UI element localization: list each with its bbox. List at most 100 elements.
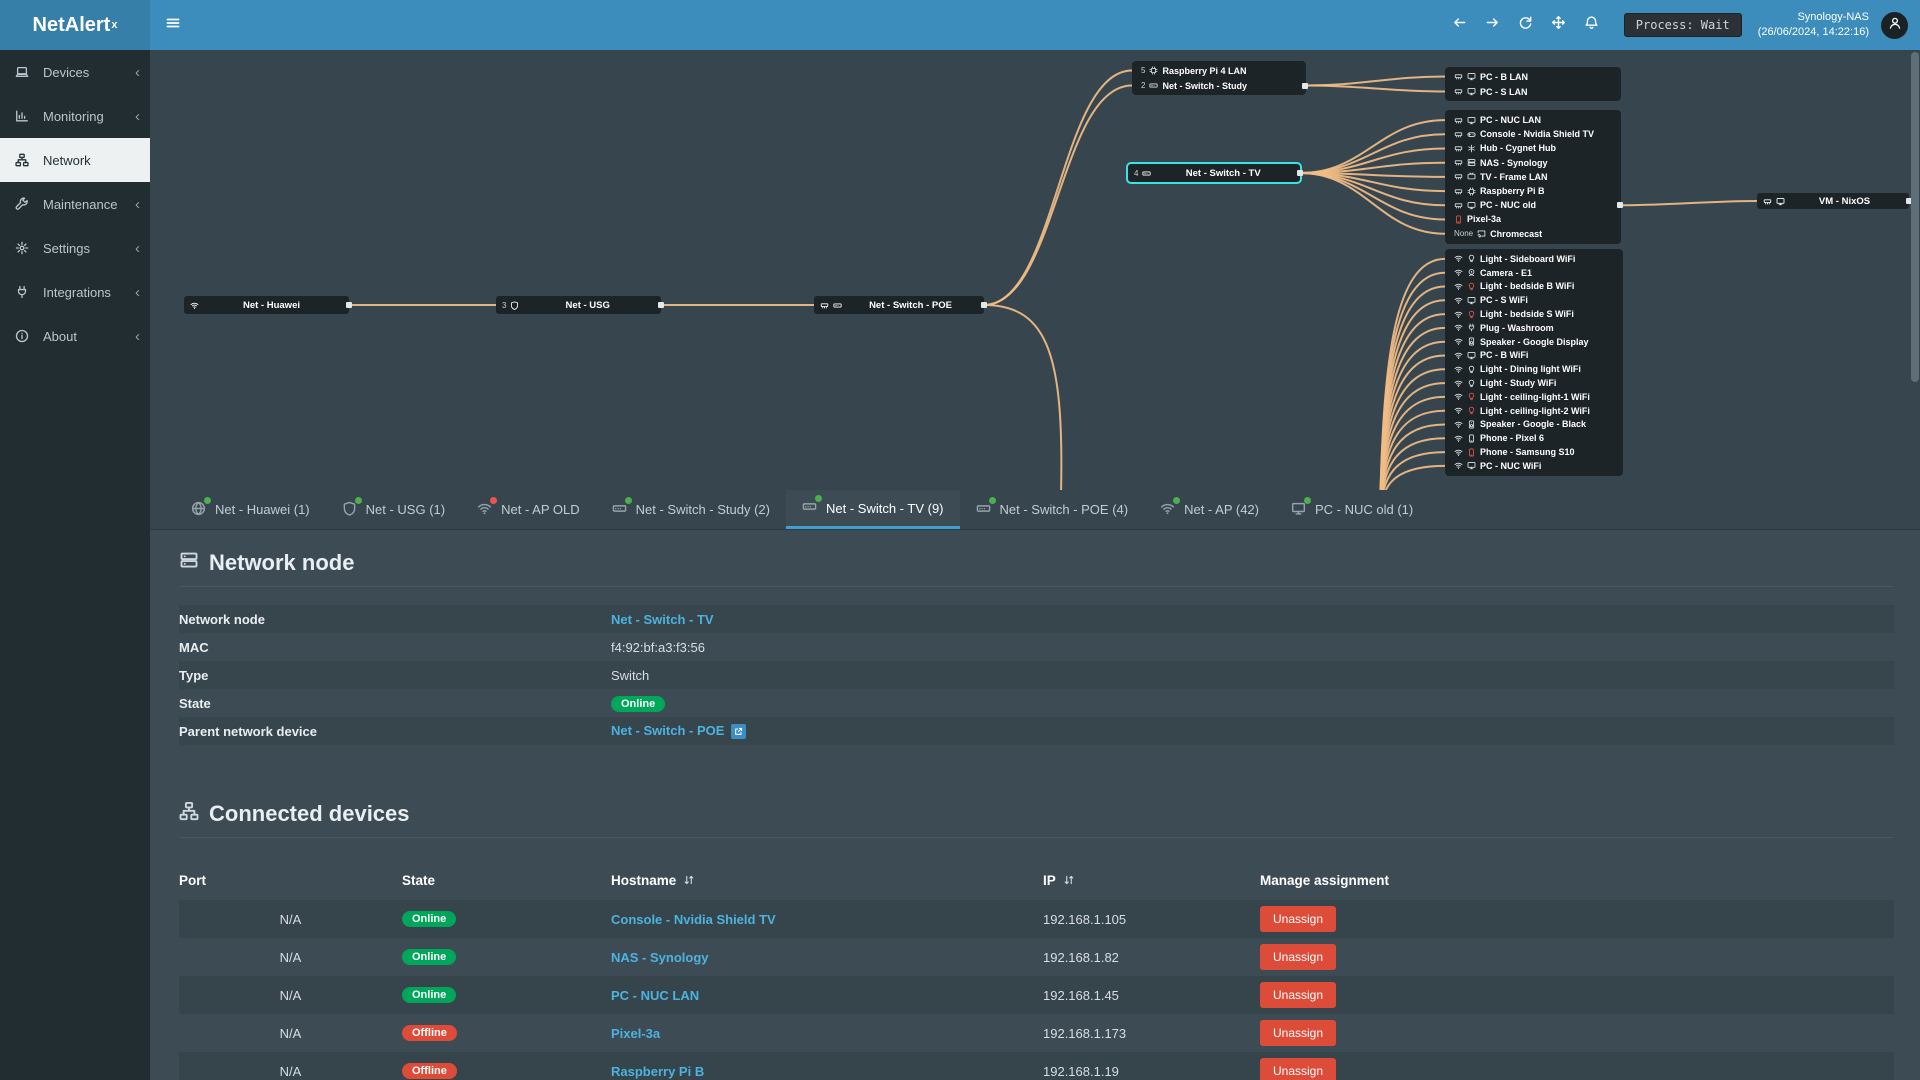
user-icon (1888, 16, 1902, 35)
unassign-button[interactable]: Unassign (1260, 982, 1337, 1008)
sidebar-item-label: About (43, 328, 77, 344)
topology-device-console-nvidia-shield-tv[interactable]: Console - Nvidia Shield TV (1450, 127, 1616, 141)
page-scrollbar[interactable] (1911, 52, 1919, 1078)
topology-device-light-bedside-s-wifi[interactable]: Light - bedside S WiFi (1450, 307, 1618, 321)
topology-node-usg[interactable]: 3 Net - USG (496, 296, 664, 314)
topology-device-light-sideboard-wifi[interactable]: Light - Sideboard WiFi (1450, 252, 1618, 266)
topology-device-net-switch-study[interactable]: 2 Net - Switch - Study (1137, 78, 1308, 93)
topology-node-poe[interactable]: Net - Switch - POE (814, 296, 987, 314)
sort-icon[interactable] (683, 874, 695, 886)
topology-device-plug-washroom[interactable]: Plug - Washroom (1450, 321, 1618, 335)
topology-device-camera-e1[interactable]: Camera - E1 (1450, 266, 1618, 280)
sidebar-item-maintenance[interactable]: Maintenance ‹ (0, 182, 150, 226)
topology-node-vm[interactable]: VM - NixOS (1757, 193, 1912, 209)
topology-device-light-bedside-b-wifi[interactable]: Light - bedside B WiFi (1450, 280, 1618, 294)
topology-device-light-ceiling-light-1-wifi[interactable]: Light - ceiling-light-1 WiFi (1450, 390, 1618, 404)
topology-device-raspberry-pi-4-lan[interactable]: 5 Raspberry Pi 4 LAN (1137, 63, 1301, 78)
topology-device-phone-pixel-6[interactable]: Phone - Pixel 6 (1450, 431, 1618, 445)
field-label: State (179, 695, 211, 711)
node-label: Light - ceiling-light-2 WiFi (1480, 405, 1590, 416)
refresh-button[interactable] (1509, 0, 1542, 50)
device-hostname-link[interactable]: Raspberry Pi B (611, 1063, 705, 1079)
topology-device-raspberry-pi-b[interactable]: Raspberry Pi B (1450, 184, 1616, 198)
tab-net-switch-tv-9[interactable]: Net - Switch - TV (9) (786, 490, 960, 529)
globe-icon (191, 501, 206, 519)
wifi-icon (1454, 268, 1463, 277)
port-dot (1297, 170, 1303, 176)
sidebar-item-devices[interactable]: Devices ‹ (0, 50, 150, 94)
topology-device-speaker-google-black[interactable]: Speaker - Google - Black (1450, 418, 1618, 432)
status-dot-red (490, 496, 498, 504)
device-hostname-link[interactable]: PC - NUC LAN (611, 987, 700, 1003)
topology-device-light-dining-light-wifi[interactable]: Light - Dining light WiFi (1450, 362, 1618, 376)
column-header-hostname[interactable]: Hostname (611, 873, 1043, 888)
topology-device-pc-nuc-lan[interactable]: PC - NUC LAN (1450, 113, 1616, 127)
topology-device-tv-frame-lan[interactable]: TV - Frame LAN (1450, 170, 1616, 184)
node-label: Net - Huawei (242, 299, 300, 311)
sort-icon[interactable] (1063, 874, 1075, 886)
sidebar-item-settings[interactable]: Settings ‹ (0, 226, 150, 270)
topology-node-tv[interactable]: 4 Net - Switch - TV (1126, 162, 1303, 184)
tab-net-usg-1[interactable]: Net - USG (1) (326, 490, 461, 529)
topology-device-light-study-wifi[interactable]: Light - Study WiFi (1450, 376, 1618, 390)
node-link[interactable]: Net - Switch - TV (611, 611, 714, 627)
menu-toggle-button[interactable] (150, 0, 196, 50)
tab-label: Net - Switch - POE (4) (999, 502, 1129, 517)
device-hostname-link[interactable]: Console - Nvidia Shield TV (611, 911, 776, 927)
topology-device-phone-samsung-s10[interactable]: Phone - Samsung S10 (1450, 445, 1618, 459)
scrollbar-thumb[interactable] (1911, 52, 1919, 382)
topology-device-pc-s-lan[interactable]: PC - S LAN (1450, 84, 1616, 99)
bell-button[interactable] (1575, 0, 1608, 50)
tab-net-switch-poe-4[interactable]: Net - Switch - POE (4) (960, 490, 1145, 529)
tab-label: Net - AP (42) (1184, 502, 1259, 517)
tab-pc-nuc-old-1[interactable]: PC - NUC old (1) (1275, 490, 1429, 529)
topology-device-pc-b-wifi[interactable]: PC - B WiFi (1450, 349, 1618, 363)
eth-icon (820, 301, 829, 310)
move-button[interactable] (1542, 0, 1575, 50)
parent-node-link[interactable]: Net - Switch - POE (611, 722, 725, 738)
node-label: PC - S WiFi (1480, 295, 1528, 306)
plug-icon (1467, 323, 1476, 332)
tab-net-ap-old[interactable]: Net - AP OLD (461, 490, 596, 529)
topology-device-pc-nuc-old[interactable]: PC - NUC old (1450, 198, 1623, 212)
column-header-ip[interactable]: IP (1043, 873, 1260, 888)
device-row-nas-synology: N/A Online NAS - Synology 192.168.1.82 Unass… (179, 938, 1894, 976)
unassign-button[interactable]: Unassign (1260, 906, 1337, 932)
topology-node-huawei[interactable]: Net - Huawei (184, 296, 352, 314)
sidebar-item-integrations[interactable]: Integrations ‹ (0, 270, 150, 314)
connected-devices-table: Port State Hostname IP Manage assignment N/A O… (179, 860, 1894, 1080)
node-label: Raspberry Pi 4 LAN (1162, 65, 1247, 76)
device-hostname-link[interactable]: Pixel-3a (611, 1025, 661, 1041)
unassign-button[interactable]: Unassign (1260, 1020, 1337, 1046)
arrow-left-button[interactable] (1443, 0, 1476, 50)
external-link-icon[interactable] (731, 724, 747, 740)
topology-device-pc-b-lan[interactable]: PC - B LAN (1450, 69, 1616, 84)
arrow-right-button[interactable] (1476, 0, 1509, 50)
topology-device-nas-synology[interactable]: NAS - Synology (1450, 156, 1616, 170)
switch-icon (976, 501, 991, 519)
topology-device-hub-cygnet-hub[interactable]: Hub - Cygnet Hub (1450, 141, 1616, 155)
tab-net-switch-study-2[interactable]: Net - Switch - Study (2) (596, 490, 786, 529)
unassign-button[interactable]: Unassign (1260, 1058, 1337, 1080)
topology-device-chromecast[interactable]: None Chromecast (1450, 227, 1616, 241)
topology-device-light-ceiling-light-2-wifi[interactable]: Light - ceiling-light-2 WiFi (1450, 404, 1618, 418)
sidebar-item-monitoring[interactable]: Monitoring ‹ (0, 94, 150, 138)
state-badge: Online (402, 987, 457, 1003)
app-logo[interactable]: NetAlert x (0, 0, 150, 50)
topology-device-speaker-google-display[interactable]: Speaker - Google Display (1450, 335, 1618, 349)
unassign-button[interactable]: Unassign (1260, 944, 1337, 970)
device-hostname-link[interactable]: NAS - Synology (611, 949, 709, 965)
sidebar-item-about[interactable]: About ‹ (0, 314, 150, 358)
network-topology: Net - Huawei 3 Net - USG Net - Switch - POE… (150, 50, 1920, 490)
topology-device-pixel-3a[interactable]: Pixel-3a (1450, 212, 1616, 226)
eth-icon (1454, 172, 1463, 181)
tab-net-ap-42[interactable]: Net - AP (42) (1144, 490, 1275, 529)
topology-device-pc-nuc-wifi[interactable]: PC - NUC WiFi (1450, 459, 1618, 473)
bulb-icon (1467, 310, 1476, 319)
user-avatar[interactable] (1881, 11, 1908, 39)
tab-net-huawei-1[interactable]: Net - Huawei (1) (175, 490, 326, 529)
sidebar-item-network[interactable]: Network‹ (0, 138, 150, 182)
switch-icon (1142, 169, 1152, 178)
status-dot-green (1304, 496, 1311, 504)
topology-device-pc-s-wifi[interactable]: PC - S WiFi (1450, 293, 1618, 307)
